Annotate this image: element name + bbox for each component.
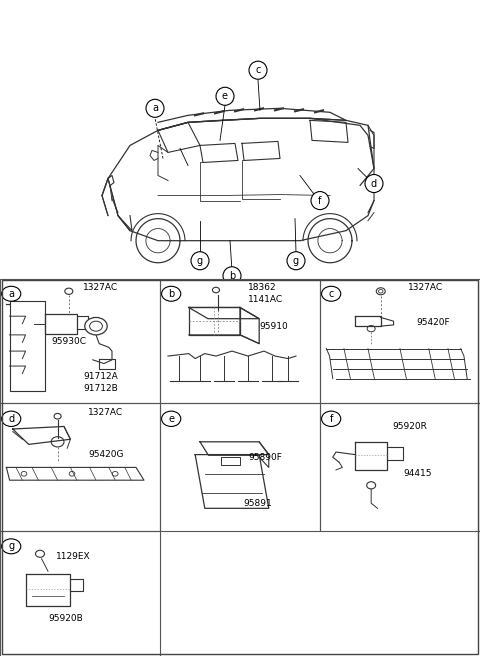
Circle shape <box>213 287 219 293</box>
Text: 95420F: 95420F <box>416 318 450 327</box>
Text: 91712A: 91712A <box>83 371 118 380</box>
Text: e: e <box>222 91 228 101</box>
Text: c: c <box>328 289 334 298</box>
Text: 95891: 95891 <box>243 499 272 508</box>
Text: 94415: 94415 <box>403 469 432 478</box>
Circle shape <box>223 267 241 285</box>
Text: 95920R: 95920R <box>392 422 427 431</box>
Circle shape <box>322 286 341 301</box>
Text: e: e <box>168 414 174 424</box>
Text: f: f <box>318 195 322 205</box>
Text: a: a <box>8 289 14 298</box>
Circle shape <box>21 472 27 476</box>
Circle shape <box>51 437 64 447</box>
Circle shape <box>1 411 21 426</box>
Circle shape <box>1 539 21 554</box>
Text: d: d <box>371 178 377 188</box>
Circle shape <box>162 286 181 301</box>
Text: 91712B: 91712B <box>83 384 118 393</box>
Text: 1129EX: 1129EX <box>56 552 91 561</box>
Circle shape <box>1 286 21 301</box>
Circle shape <box>146 99 164 117</box>
Circle shape <box>69 472 75 476</box>
Text: f: f <box>329 414 333 424</box>
Text: 95930C: 95930C <box>51 337 86 346</box>
Text: 95890F: 95890F <box>248 453 282 462</box>
Text: d: d <box>8 414 14 424</box>
Text: g: g <box>197 256 203 266</box>
Circle shape <box>287 252 305 270</box>
Text: 95920B: 95920B <box>48 614 83 623</box>
Circle shape <box>191 252 209 270</box>
Circle shape <box>85 318 107 335</box>
Circle shape <box>322 411 341 426</box>
Circle shape <box>249 61 267 79</box>
Text: 18362: 18362 <box>248 283 276 292</box>
Text: b: b <box>168 289 174 298</box>
Circle shape <box>36 550 45 558</box>
Text: 1141AC: 1141AC <box>248 295 283 304</box>
Circle shape <box>65 288 73 295</box>
Circle shape <box>216 87 234 106</box>
Circle shape <box>311 192 329 210</box>
Text: b: b <box>229 271 235 281</box>
Circle shape <box>365 174 383 193</box>
Circle shape <box>112 472 118 476</box>
Text: 95910: 95910 <box>259 321 288 331</box>
Text: 1327AC: 1327AC <box>88 408 123 417</box>
Text: c: c <box>255 65 261 75</box>
Circle shape <box>367 482 376 489</box>
Circle shape <box>90 321 102 331</box>
Text: g: g <box>293 256 299 266</box>
Circle shape <box>376 288 385 295</box>
Text: a: a <box>152 103 158 113</box>
Circle shape <box>379 289 383 293</box>
Text: 1327AC: 1327AC <box>83 283 118 292</box>
Circle shape <box>54 413 61 419</box>
Text: g: g <box>8 541 14 551</box>
Text: 1327AC: 1327AC <box>408 283 443 292</box>
Circle shape <box>367 325 375 332</box>
Circle shape <box>162 411 181 426</box>
Text: 95420G: 95420G <box>88 450 123 459</box>
